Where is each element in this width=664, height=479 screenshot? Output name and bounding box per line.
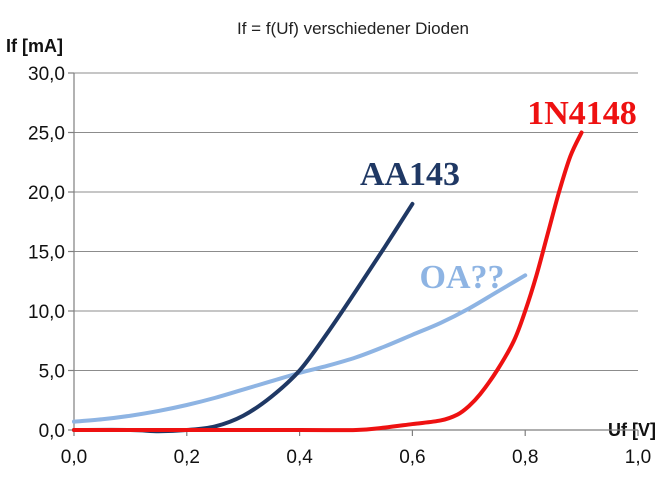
y-tick-label: 20,0 <box>28 183 65 204</box>
y-tick-label: 25,0 <box>28 124 65 145</box>
series-label-oa: OA?? <box>420 259 505 296</box>
chart-title: If = f(Uf) verschiedener Dioden <box>237 19 469 38</box>
x-tick-label: 0,2 <box>174 447 200 468</box>
series-line-aa143 <box>72 201 415 434</box>
x-tick-label: 0,8 <box>512 447 538 468</box>
x-tick-label: 1,0 <box>625 447 651 468</box>
y-tick-label: 10,0 <box>28 302 65 323</box>
y-tick-label: 30,0 <box>28 64 65 85</box>
y-tick-label: 15,0 <box>28 243 65 264</box>
series-labels: AA143 OA?? 1N4148 <box>360 95 637 296</box>
series-line-oa <box>72 273 528 424</box>
series-line-1n4148 <box>72 130 584 433</box>
y-tick-label: 0,0 <box>39 421 65 442</box>
x-tick-label: 0,6 <box>399 447 425 468</box>
x-tick-label: 0,0 <box>61 447 87 468</box>
tick-labels: 0,0 5,0 10,0 15,0 20,0 25,0 30,0 0,0 0,2 0,4 0,6 0,… <box>28 64 651 468</box>
y-axis-label: If [mA] <box>6 36 63 56</box>
series-label-aa143: AA143 <box>360 156 460 193</box>
y-tick-label: 5,0 <box>39 362 65 383</box>
series-label-1n4148: 1N4148 <box>527 95 637 132</box>
x-tick-label: 0,4 <box>286 447 313 468</box>
series-lines <box>72 130 584 434</box>
